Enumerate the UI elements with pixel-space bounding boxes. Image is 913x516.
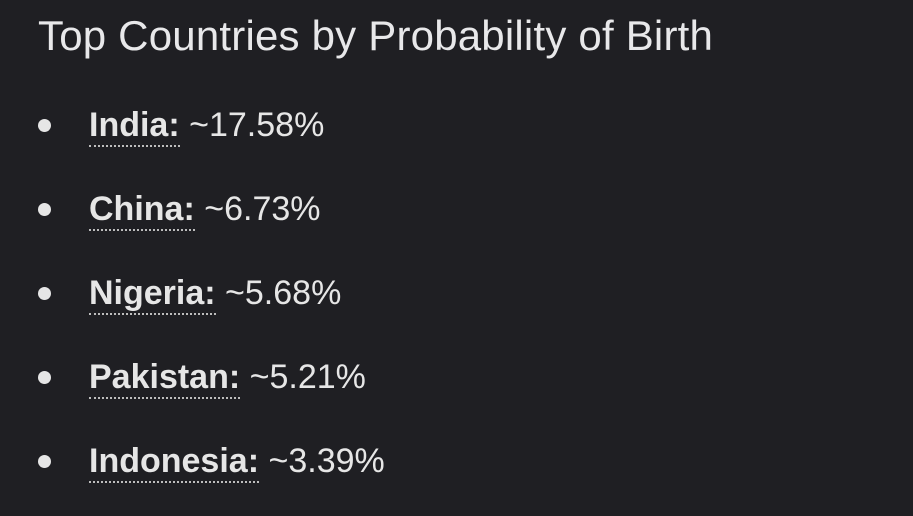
bullet xyxy=(38,287,51,300)
country-list: India: ~17.58% China: ~6.73% Nigeria: ~5.6… xyxy=(0,96,913,516)
list-item: Nigeria: ~5.68% xyxy=(0,264,913,348)
list-item: Indonesia: ~3.39% xyxy=(0,432,913,516)
probability-value: ~5.21% xyxy=(249,358,366,396)
country-label: Indonesia: xyxy=(89,442,260,483)
list-item: India: ~17.58% xyxy=(0,96,913,180)
page: {"header": {"title": "Top Countries by P… xyxy=(38,12,714,483)
probability-value: ~17.58% xyxy=(189,106,325,144)
list-item: China: ~6.73% xyxy=(0,180,913,264)
country-label: China: xyxy=(89,190,195,231)
bullet xyxy=(38,455,51,468)
title: Top Countries by Probability of Birth xyxy=(38,12,714,59)
probability-value: ~6.73% xyxy=(204,190,321,228)
bullet xyxy=(38,371,51,384)
list-item: Pakistan: ~5.21% xyxy=(0,348,913,432)
probability-value: ~3.39% xyxy=(268,442,385,480)
country-label: Pakistan: xyxy=(89,358,241,399)
country-label: Nigeria: xyxy=(89,274,216,315)
country-label: India: xyxy=(89,106,180,147)
bullet xyxy=(38,203,51,216)
document: Top Countries by Probability of Birth In… xyxy=(38,12,714,483)
bullet xyxy=(38,119,51,132)
probability-value: ~5.68% xyxy=(225,274,342,312)
